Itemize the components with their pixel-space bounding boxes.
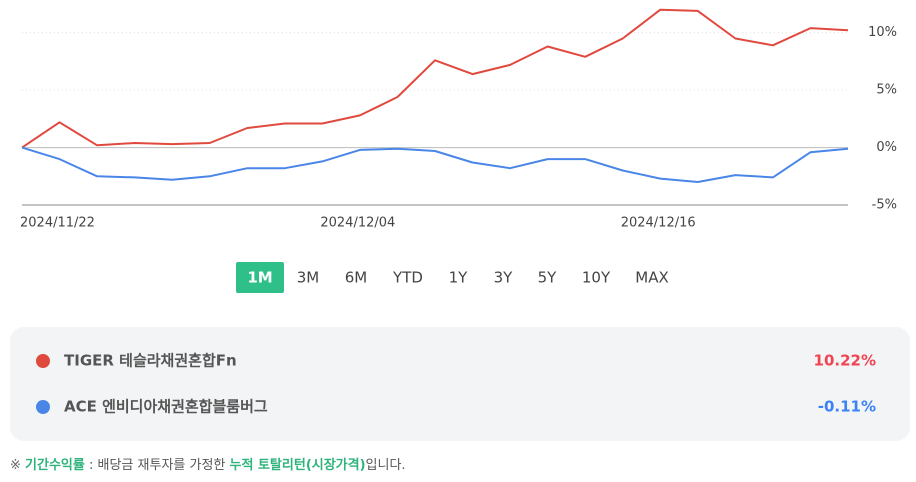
period-button[interactable]: 6M xyxy=(345,269,368,287)
footnote: ※ 기간수익률 : 배당금 재투자를 가정한 누적 토탈리턴(시장가격)입니다. xyxy=(10,457,406,473)
period-button-bg xyxy=(236,262,284,293)
period-button[interactable]: 10Y xyxy=(582,269,611,287)
legend-box xyxy=(10,327,910,441)
footnote-mark: ※ xyxy=(10,458,21,473)
footnote-text: : 배당금 재투자를 가정한 xyxy=(89,458,225,473)
y-tick-label: 5% xyxy=(876,83,897,98)
legend-name: TIGER 테슬라채권혼합Fn xyxy=(64,352,237,370)
period-button[interactable]: MAX xyxy=(635,269,668,287)
legend-name: ACE 엔비디아채권혼합블룸버그 xyxy=(64,398,268,416)
y-tick-label: 0% xyxy=(876,140,897,155)
x-tick-label: 2024/12/16 xyxy=(621,216,696,231)
legend-return: -0.11% xyxy=(818,398,876,416)
legend-return: 10.22% xyxy=(814,352,876,370)
x-tick-label: 2024/11/22 xyxy=(20,216,95,231)
y-tick-label: -5% xyxy=(872,198,897,213)
footnote-highlight: 누적 토탈리턴(시장가격) xyxy=(230,457,366,473)
y-tick-label: 10% xyxy=(868,25,897,40)
legend-dot xyxy=(36,354,50,368)
period-button[interactable]: YTD xyxy=(392,269,423,287)
period-button[interactable]: 3M xyxy=(297,269,320,287)
period-button[interactable]: 3Y xyxy=(494,269,514,287)
period-button[interactable]: 1M xyxy=(247,269,272,287)
x-tick-label: 2024/12/04 xyxy=(320,216,395,231)
series-line xyxy=(21,8,849,149)
footnote-term: 기간수익률 xyxy=(25,457,85,473)
period-button[interactable]: 1Y xyxy=(449,269,469,287)
footnote-end: 입니다. xyxy=(366,458,406,473)
legend-dot xyxy=(36,400,50,414)
series-line xyxy=(21,146,849,183)
period-button[interactable]: 5Y xyxy=(538,269,558,287)
